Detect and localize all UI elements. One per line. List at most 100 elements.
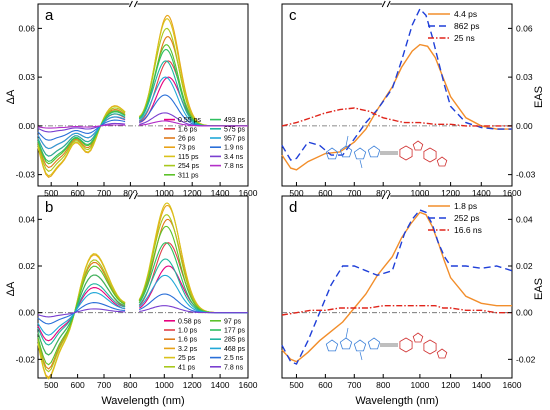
axis-break-mask <box>129 193 138 199</box>
x-tick-label: 600 <box>71 380 85 390</box>
y-tick-label: 0.02 <box>18 261 35 271</box>
y-axis-title: ΔA <box>5 89 17 104</box>
legend-label: 1.8 ps <box>454 201 477 211</box>
x-tick-label: 700 <box>97 188 111 198</box>
x-tick-label: 1600 <box>239 188 258 198</box>
axis-break-mask <box>382 193 391 199</box>
legend-label: 0.58 ps <box>178 318 201 325</box>
molecule-ring <box>412 332 424 343</box>
legend-label: 285 ps <box>224 337 246 344</box>
panel-letter: c <box>289 7 297 24</box>
x-tick-label: 700 <box>347 380 361 390</box>
y-tick-label: -0.03 <box>16 170 36 180</box>
molecule-ring <box>339 145 353 158</box>
molecule-structure <box>325 135 448 169</box>
y-tick-label: -0.03 <box>516 170 536 180</box>
x-tick-label: 1200 <box>441 380 460 390</box>
x-tick-label: 1000 <box>410 188 429 198</box>
series-line <box>281 7 512 161</box>
series-line <box>37 60 248 157</box>
y-tick-label: 0.02 <box>516 261 533 271</box>
axis-break-mark <box>128 192 133 200</box>
legend-label: 7.8 ns <box>224 163 244 170</box>
panel-d: 500 600 700 800 1000 1200 1400 1600 0.04 0.02 0.00… <box>281 192 536 390</box>
molecule-ring <box>436 156 448 167</box>
y-axis-title: EAS <box>533 86 545 108</box>
legend-label: 25 ps <box>178 355 196 362</box>
x-tick-label: 600 <box>318 380 332 390</box>
panel-letter: d <box>289 199 297 216</box>
x-tick-label: 1200 <box>183 188 202 198</box>
legend-label: 575 ps <box>224 126 246 133</box>
legend-label: 957 ps <box>224 136 246 143</box>
molecule-ring <box>423 147 437 163</box>
plot-frame <box>281 195 513 379</box>
legend-label: 73 ps <box>178 145 196 152</box>
legend-label: 97 ps <box>224 318 242 325</box>
axis-break-mark <box>133 0 138 8</box>
y-tick-label: 0.00 <box>18 308 35 318</box>
series-line <box>37 14 248 178</box>
series-line <box>37 17 248 177</box>
y-axis-title: EAS <box>533 278 545 300</box>
molecule-ring <box>412 140 424 151</box>
panel-c: 50060070080010001200140016000.060.030.00… <box>281 0 536 198</box>
y-tick-label: 0.06 <box>516 23 533 33</box>
x-axis-title: Wavelength (nm) <box>101 395 184 407</box>
legend-label: 254 ps <box>178 163 200 170</box>
series-line <box>37 305 248 318</box>
molecule-ring <box>399 145 413 161</box>
molecule-ring <box>399 337 413 353</box>
legend-label: 2.5 ns <box>224 355 244 362</box>
x-tick-label: 1400 <box>211 380 230 390</box>
x-tick-label: 1200 <box>441 188 460 198</box>
axis-break-mark <box>381 0 386 8</box>
legend-label: 252 ps <box>454 213 480 223</box>
legend-label: 115 ps <box>178 154 199 161</box>
x-tick-label: 1600 <box>503 380 522 390</box>
x-tick-label: 500 <box>44 188 58 198</box>
legend-label: 1.6 ps <box>178 337 198 344</box>
x-tick-label: 1600 <box>503 188 522 198</box>
legend-label: 16.6 ns <box>454 225 482 235</box>
legend-label: 311 ps <box>178 172 199 179</box>
y-tick-label: 0.04 <box>18 214 35 224</box>
panel-letter: a <box>45 7 54 24</box>
molecule-structure <box>325 327 448 361</box>
molecule-ring <box>325 147 339 160</box>
y-axis-title: ΔA <box>5 281 17 296</box>
legend-label: 177 ps <box>224 328 246 335</box>
series-line <box>37 60 248 157</box>
axis-break-mark <box>386 192 391 200</box>
molecule-chain <box>359 351 363 361</box>
series-line <box>37 258 248 346</box>
panel-b: 500 600 700 800 1000 1200 1400 1600 0.04 0.02 0.00… <box>16 192 258 390</box>
legend-label: 4.4 ps <box>454 9 477 19</box>
x-tick-label: 1000 <box>410 380 429 390</box>
x-tick-label: 1200 <box>183 380 202 390</box>
legend-label: 1.9 ns <box>224 145 244 152</box>
legend-label: 1.0 ps <box>178 328 198 335</box>
series-line <box>281 107 512 127</box>
legend-label: 1.6 ps <box>178 126 198 133</box>
molecule-chain <box>345 327 349 339</box>
molecule-ring <box>339 337 353 350</box>
x-tick-label: 1000 <box>155 188 174 198</box>
series-line <box>37 120 248 129</box>
x-tick-label: 1400 <box>211 188 230 198</box>
legend-label: 25 ns <box>454 33 475 43</box>
axis-break-mark <box>386 0 391 8</box>
x-tick-label: 1600 <box>239 380 258 390</box>
x-tick-label: 500 <box>44 380 58 390</box>
molecule-ring <box>353 339 367 352</box>
series-line <box>281 211 512 363</box>
y-tick-label: 0.03 <box>516 72 533 82</box>
molecule-ring <box>436 348 448 359</box>
series-line <box>281 305 512 316</box>
y-tick-label: -0.02 <box>16 354 36 364</box>
y-tick-label: 0.03 <box>18 72 35 82</box>
plot-frame <box>37 195 249 379</box>
series-line <box>281 43 512 171</box>
legend-label: 3.4 ns <box>224 154 244 161</box>
x-tick-label: 600 <box>318 188 332 198</box>
